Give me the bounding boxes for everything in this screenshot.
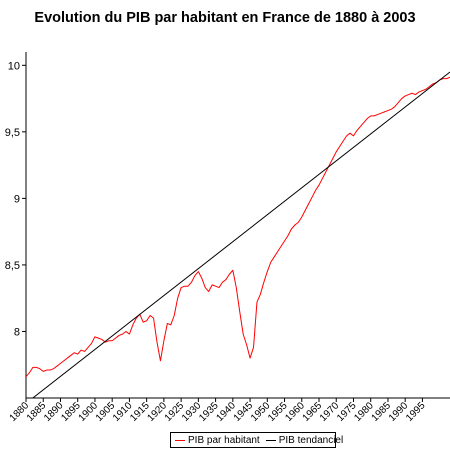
legend: PIB par habitant PIB tendanciel bbox=[170, 432, 343, 448]
legend-item-trend: PIB tendanciel bbox=[265, 434, 344, 446]
y-tick-label: 10 bbox=[8, 60, 20, 72]
tick-labels: 88,599,510188018851890189519001905191019… bbox=[5, 60, 428, 424]
series-layer bbox=[26, 71, 450, 398]
y-tick-label: 8 bbox=[14, 326, 20, 338]
legend-label-pib: PIB par habitant bbox=[188, 434, 260, 446]
chart-title: Evolution du PIB par habitant en France … bbox=[34, 10, 416, 26]
y-tick-label: 8,5 bbox=[5, 260, 20, 272]
legend-item-pib: PIB par habitant bbox=[175, 435, 260, 446]
series-line-pib-par-habitant bbox=[26, 76, 450, 378]
legend-swatch-pib bbox=[175, 439, 185, 441]
x-tick-label: 1995 bbox=[404, 400, 428, 424]
legend-swatch-trend bbox=[265, 439, 276, 441]
y-tick-label: 9 bbox=[14, 193, 20, 205]
y-tick-label: 9,5 bbox=[5, 127, 20, 139]
axes bbox=[22, 52, 450, 402]
series-line-pib-tendanciel bbox=[31, 71, 450, 398]
legend-label-trend: PIB tendanciel bbox=[278, 434, 344, 446]
